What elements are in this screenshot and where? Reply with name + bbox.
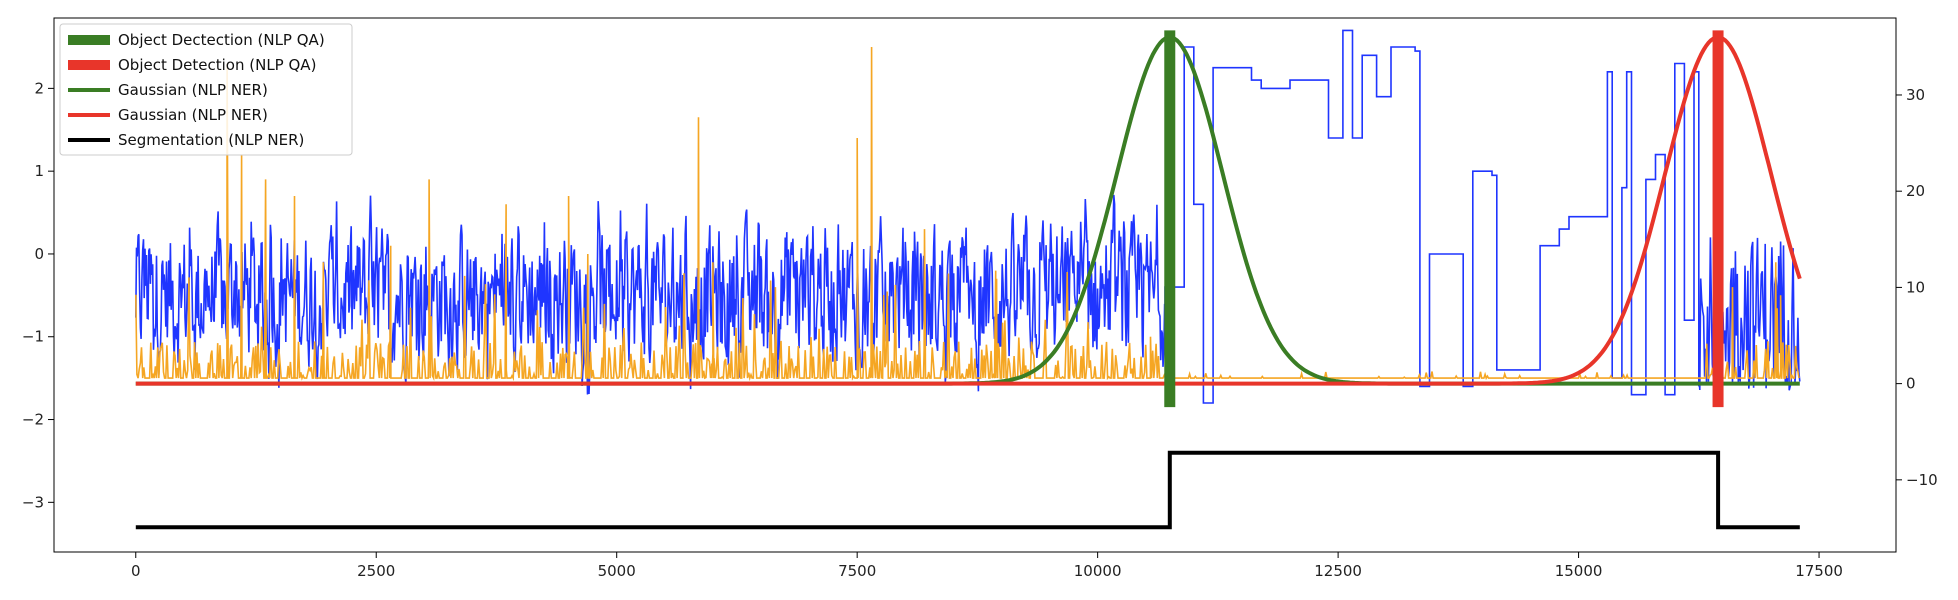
y2-tick-label: 0 (1906, 375, 1916, 393)
y-tick-label: −1 (22, 328, 44, 346)
legend-label: Object Dectection (NLP QA) (118, 31, 325, 49)
legend: Object Dectection (NLP QA) Object Detecti… (59, 23, 353, 156)
x-axis: 0 2500 5000 7500 10000 12500 15000 17500 (131, 552, 1843, 580)
legend-swatch (68, 35, 110, 45)
y2-tick-label: 30 (1906, 86, 1925, 104)
x-tick-label: 17500 (1795, 562, 1843, 580)
y2-tick-label: 10 (1906, 278, 1925, 296)
legend-label: Segmentation (NLP NER) (118, 131, 304, 149)
y-tick-label: −3 (22, 493, 44, 511)
series-signal (135, 29, 1801, 404)
x-tick-label: 2500 (357, 562, 395, 580)
legend-box (59, 23, 353, 156)
legend-swatch (68, 60, 110, 70)
x-tick-label: 12500 (1314, 562, 1362, 580)
y-axis-right: −10 0 10 20 30 (1896, 86, 1938, 489)
legend-label: Object Detection (NLP QA) (118, 56, 316, 74)
x-tick-label: 5000 (598, 562, 636, 580)
y-tick-label: −2 (22, 411, 44, 429)
y2-tick-label: 20 (1906, 182, 1925, 200)
series-gaussian-4 (135, 35, 1800, 386)
legend-label: Gaussian (NLP NER) (118, 106, 268, 124)
y-tick-label: 2 (34, 79, 44, 97)
x-tick-label: 10000 (1074, 562, 1122, 580)
y-axis-left: −3 −2 −1 0 1 2 (22, 79, 54, 511)
x-tick-label: 15000 (1555, 562, 1603, 580)
y-tick-label: 0 (34, 245, 44, 263)
series-gaussian-5 (135, 35, 1802, 386)
x-tick-label: 7500 (838, 562, 876, 580)
series-segmentation (135, 450, 1800, 530)
x-tick-label: 0 (131, 562, 141, 580)
legend-label: Gaussian (NLP NER) (118, 81, 268, 99)
y-tick-label: 1 (34, 162, 44, 180)
plot-frame (53, 17, 1897, 553)
y2-tick-label: −10 (1906, 471, 1938, 489)
series-spikes (135, 46, 1800, 382)
plot-area (135, 29, 1802, 530)
